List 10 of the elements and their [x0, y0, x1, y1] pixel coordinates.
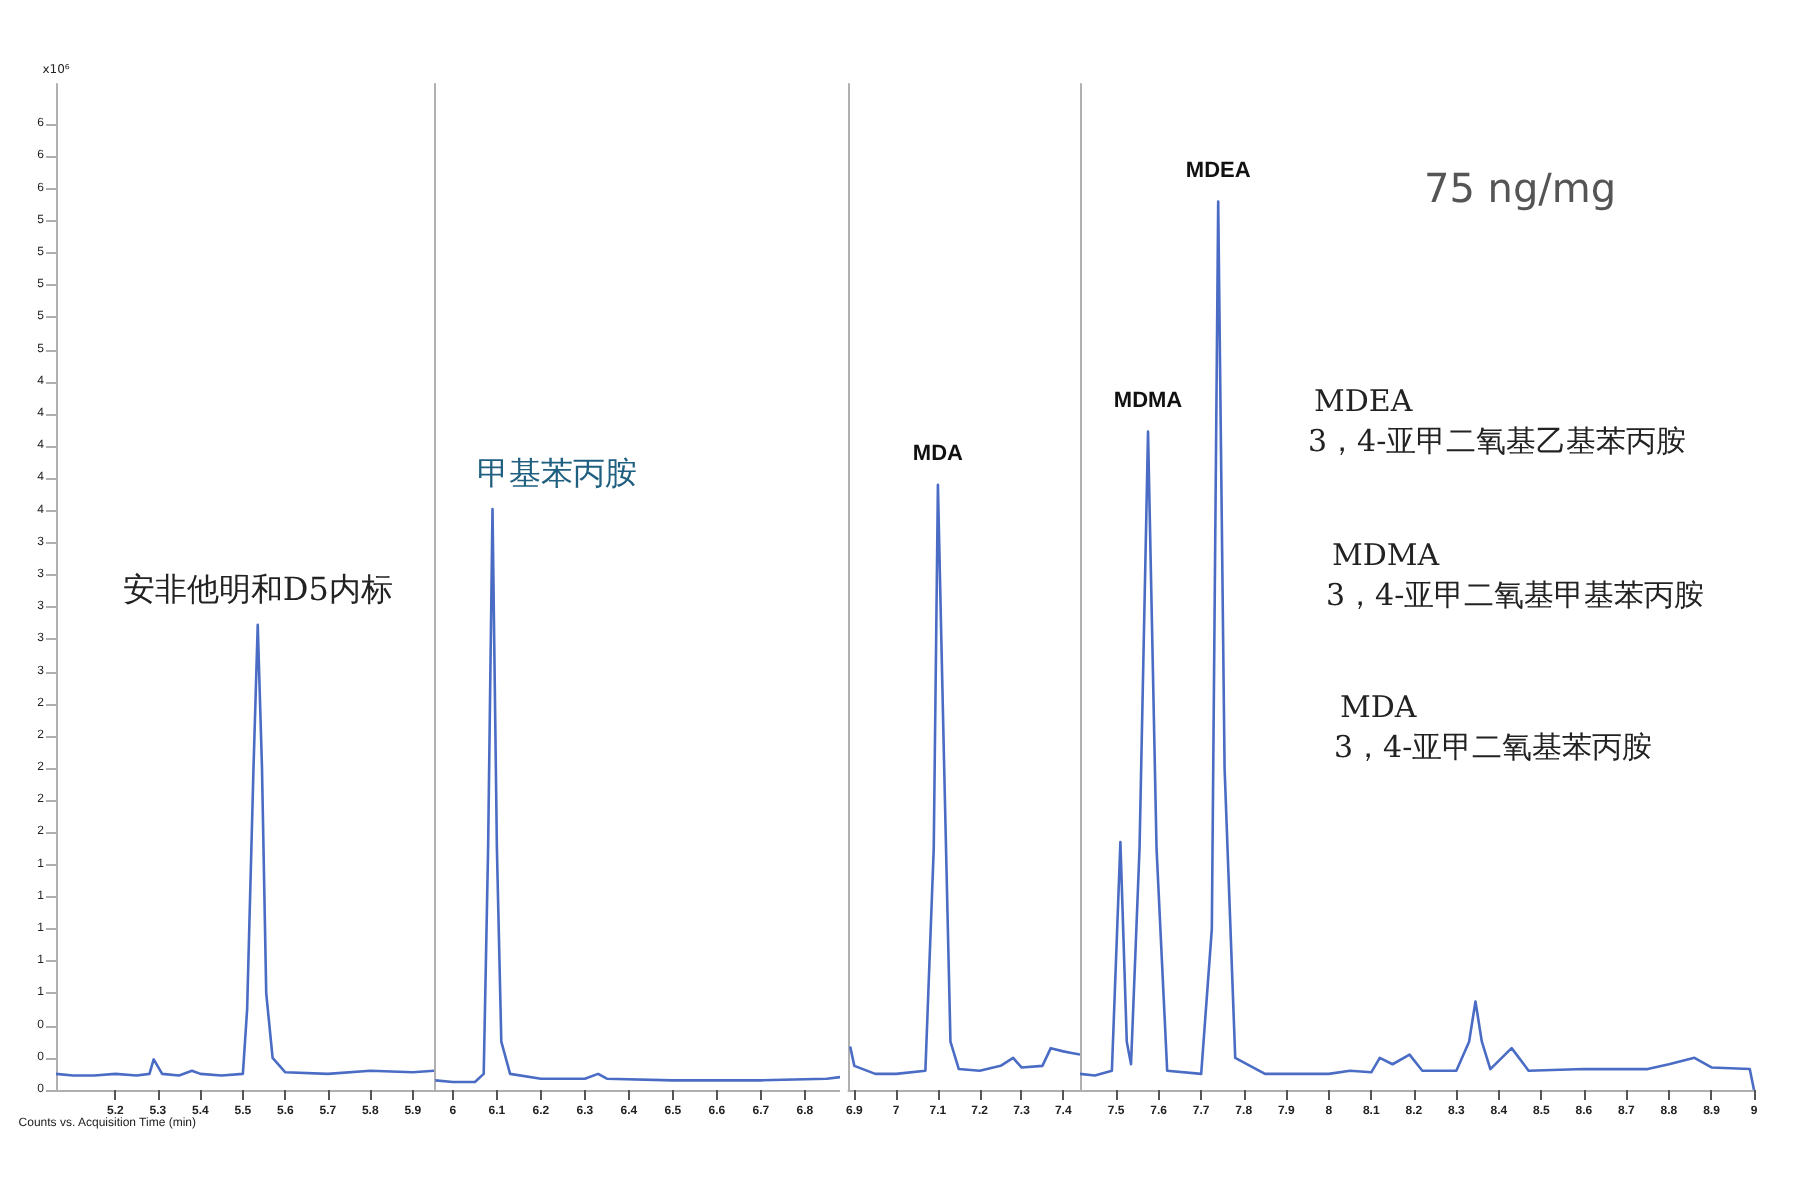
- annotation: 75 ng/mg: [1424, 164, 1617, 212]
- annotation: 安非他明和D5内标: [122, 569, 393, 608]
- annotation: MDEA: [1185, 158, 1251, 183]
- annotation: MDMA 3，4-亚甲二氧基甲基苯丙胺: [1326, 537, 1705, 613]
- line-series: [54, 623, 434, 1077]
- annotation: MDA: [912, 441, 964, 466]
- annotation: MDEA 3，4-亚甲二氧基乙基苯丙胺: [1308, 383, 1687, 459]
- annotation: 甲基苯丙胺: [476, 453, 637, 492]
- annotation: MDA 3，4-亚甲二氧基苯丙胺: [1334, 689, 1653, 765]
- annotation: MDMA: [1113, 388, 1183, 413]
